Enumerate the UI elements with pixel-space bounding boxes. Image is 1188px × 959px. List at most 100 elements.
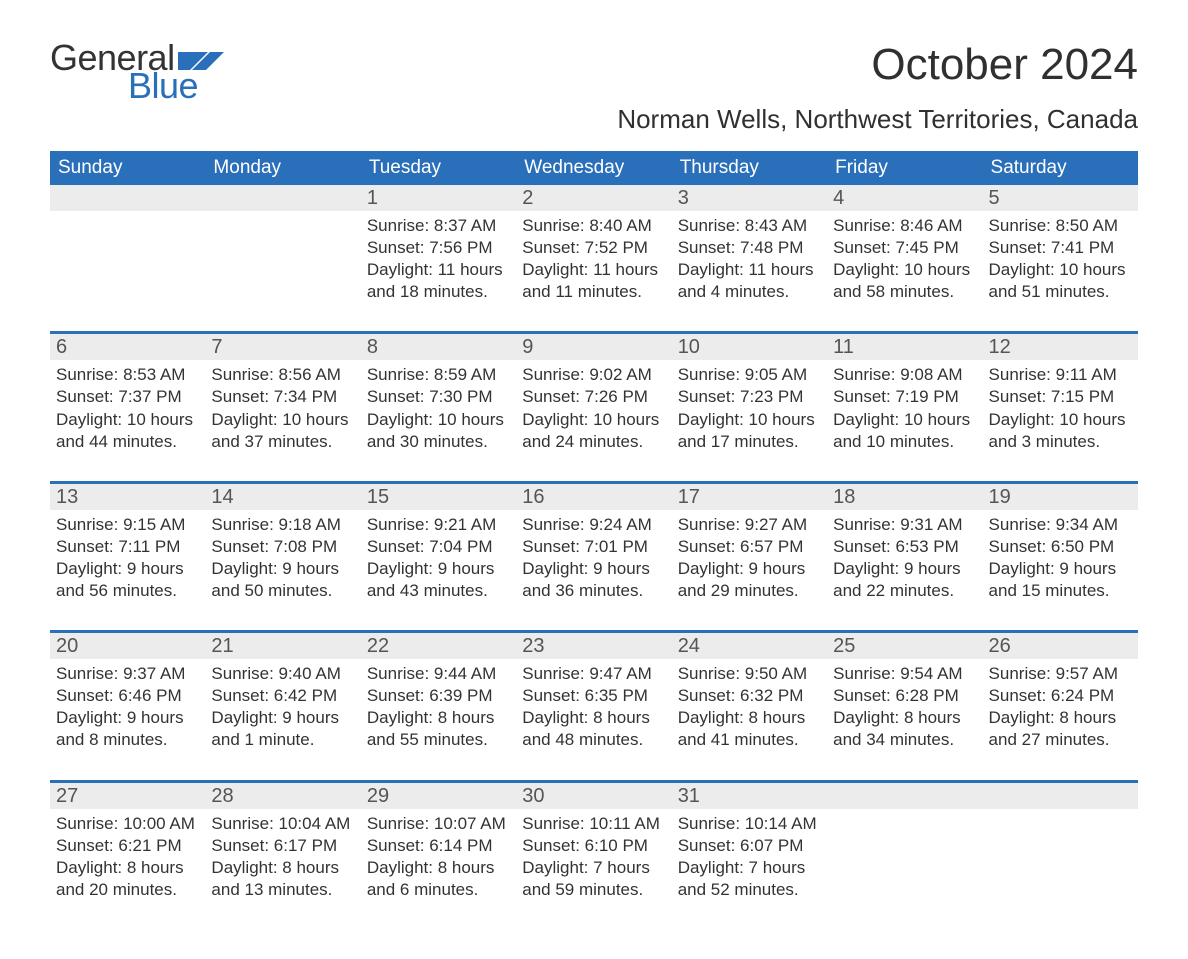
day-line: Sunset: 6:10 PM [522,835,665,857]
day-line: Sunset: 6:42 PM [211,685,354,707]
day-line: Sunset: 6:07 PM [678,835,821,857]
day-number: 5 [983,185,1138,211]
day-line: Sunset: 7:04 PM [367,536,510,558]
day-line: Daylight: 11 hours [522,259,665,281]
day-line: Sunrise: 8:37 AM [367,215,510,237]
day-line: Sunrise: 9:54 AM [833,663,976,685]
day-body [983,809,1138,813]
day-line: Daylight: 9 hours [678,558,821,580]
day-body: Sunrise: 10:11 AMSunset: 6:10 PMDaylight… [516,809,671,901]
day-line: Daylight: 8 hours [522,707,665,729]
day-line: Daylight: 8 hours [211,857,354,879]
day-line: and 36 minutes. [522,580,665,602]
day-body: Sunrise: 9:27 AMSunset: 6:57 PMDaylight:… [672,510,827,602]
day-line: Sunrise: 8:53 AM [56,364,199,386]
week-row: 20Sunrise: 9:37 AMSunset: 6:46 PMDayligh… [50,630,1138,779]
day-cell: 24Sunrise: 9:50 AMSunset: 6:32 PMDayligh… [672,633,827,779]
day-cell: 7Sunrise: 8:56 AMSunset: 7:34 PMDaylight… [205,334,360,480]
day-line: Sunrise: 9:27 AM [678,514,821,536]
day-body: Sunrise: 9:05 AMSunset: 7:23 PMDaylight:… [672,360,827,452]
title-block: October 2024 Norman Wells, Northwest Ter… [617,40,1138,145]
day-number: 26 [983,633,1138,659]
day-line: and 44 minutes. [56,431,199,453]
day-line: Sunset: 6:14 PM [367,835,510,857]
day-cell: 21Sunrise: 9:40 AMSunset: 6:42 PMDayligh… [205,633,360,779]
day-line: Daylight: 10 hours [56,409,199,431]
day-line: and 59 minutes. [522,879,665,901]
day-line: and 41 minutes. [678,729,821,751]
day-number: 7 [205,334,360,360]
day-line: and 55 minutes. [367,729,510,751]
day-line: Daylight: 9 hours [522,558,665,580]
day-number: 20 [50,633,205,659]
day-body: Sunrise: 9:08 AMSunset: 7:19 PMDaylight:… [827,360,982,452]
day-number [983,783,1138,809]
day-line: Daylight: 8 hours [56,857,199,879]
day-line: Daylight: 10 hours [989,409,1132,431]
day-number: 30 [516,783,671,809]
day-cell: 31Sunrise: 10:14 AMSunset: 6:07 PMDaylig… [672,783,827,929]
day-line: Daylight: 11 hours [678,259,821,281]
day-line: Sunset: 6:32 PM [678,685,821,707]
day-line: and 13 minutes. [211,879,354,901]
day-body: Sunrise: 8:43 AMSunset: 7:48 PMDaylight:… [672,211,827,303]
day-number: 28 [205,783,360,809]
day-cell: 2Sunrise: 8:40 AMSunset: 7:52 PMDaylight… [516,185,671,331]
day-line: Sunrise: 8:40 AM [522,215,665,237]
day-body: Sunrise: 9:40 AMSunset: 6:42 PMDaylight:… [205,659,360,751]
day-line: and 15 minutes. [989,580,1132,602]
day-line: Sunrise: 9:15 AM [56,514,199,536]
day-number: 16 [516,484,671,510]
day-line: Sunset: 7:15 PM [989,386,1132,408]
day-number: 15 [361,484,516,510]
day-cell [983,783,1138,929]
location: Norman Wells, Northwest Territories, Can… [617,104,1138,135]
day-line: Sunrise: 9:50 AM [678,663,821,685]
day-of-week-header: Sunday Monday Tuesday Wednesday Thursday… [50,151,1138,185]
day-cell: 23Sunrise: 9:47 AMSunset: 6:35 PMDayligh… [516,633,671,779]
day-number: 3 [672,185,827,211]
day-line: Sunrise: 9:34 AM [989,514,1132,536]
day-line: Sunset: 7:37 PM [56,386,199,408]
day-cell: 14Sunrise: 9:18 AMSunset: 7:08 PMDayligh… [205,484,360,630]
day-number: 6 [50,334,205,360]
day-body: Sunrise: 10:00 AMSunset: 6:21 PMDaylight… [50,809,205,901]
day-line: and 48 minutes. [522,729,665,751]
day-line: Daylight: 10 hours [522,409,665,431]
day-line: Sunrise: 10:14 AM [678,813,821,835]
day-body: Sunrise: 9:57 AMSunset: 6:24 PMDaylight:… [983,659,1138,751]
day-line: Daylight: 8 hours [833,707,976,729]
day-body: Sunrise: 8:53 AMSunset: 7:37 PMDaylight:… [50,360,205,452]
day-line: and 58 minutes. [833,281,976,303]
day-line: Sunset: 7:34 PM [211,386,354,408]
day-body [827,809,982,813]
day-line: Sunrise: 9:11 AM [989,364,1132,386]
week-row: 13Sunrise: 9:15 AMSunset: 7:11 PMDayligh… [50,481,1138,630]
day-line: and 1 minute. [211,729,354,751]
day-cell: 4Sunrise: 8:46 AMSunset: 7:45 PMDaylight… [827,185,982,331]
day-number: 23 [516,633,671,659]
day-line: Daylight: 8 hours [367,707,510,729]
day-cell [827,783,982,929]
day-cell: 30Sunrise: 10:11 AMSunset: 6:10 PMDaylig… [516,783,671,929]
day-line: and 50 minutes. [211,580,354,602]
day-line: Sunset: 6:53 PM [833,536,976,558]
week-row: 27Sunrise: 10:00 AMSunset: 6:21 PMDaylig… [50,780,1138,929]
day-line: Daylight: 9 hours [833,558,976,580]
day-line: and 4 minutes. [678,281,821,303]
day-line: and 11 minutes. [522,281,665,303]
day-number [205,185,360,211]
day-body: Sunrise: 8:37 AMSunset: 7:56 PMDaylight:… [361,211,516,303]
day-body: Sunrise: 10:04 AMSunset: 6:17 PMDaylight… [205,809,360,901]
day-number: 19 [983,484,1138,510]
day-line: Sunrise: 9:02 AM [522,364,665,386]
day-number: 24 [672,633,827,659]
day-line: and 37 minutes. [211,431,354,453]
day-line: and 51 minutes. [989,281,1132,303]
day-line: Sunrise: 9:18 AM [211,514,354,536]
day-line: Sunrise: 9:08 AM [833,364,976,386]
day-line: Sunrise: 9:37 AM [56,663,199,685]
day-cell: 3Sunrise: 8:43 AMSunset: 7:48 PMDaylight… [672,185,827,331]
day-cell: 5Sunrise: 8:50 AMSunset: 7:41 PMDaylight… [983,185,1138,331]
day-line: and 3 minutes. [989,431,1132,453]
